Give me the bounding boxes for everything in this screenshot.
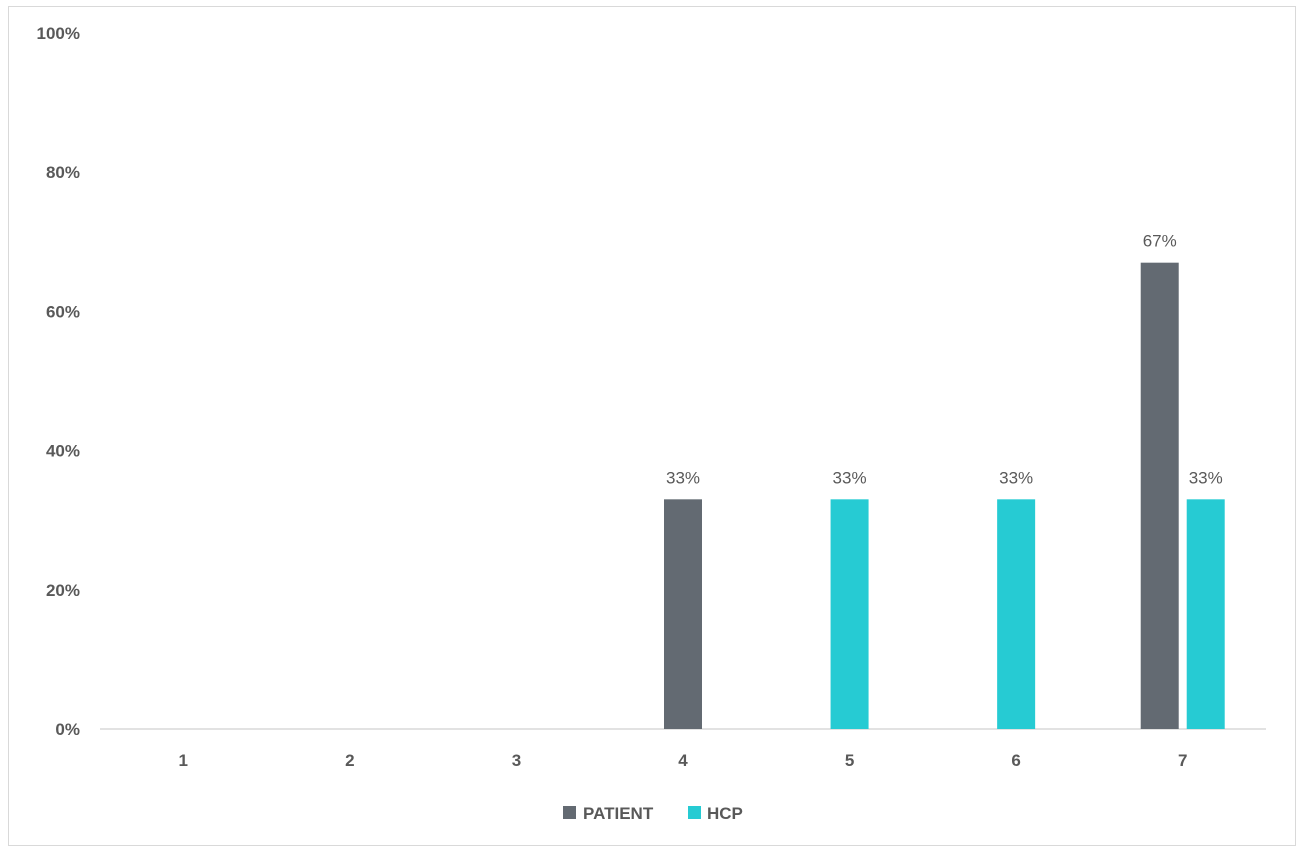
data-label: 33% (999, 468, 1033, 487)
bar-hcp-6 (997, 499, 1036, 729)
legend-label-hcp: HCP (707, 804, 743, 823)
chart-frame (8, 6, 1296, 846)
data-label: 67% (1143, 232, 1177, 251)
y-tick-label: 100% (37, 24, 80, 43)
legend: PATIENT HCP (563, 804, 743, 823)
legend-swatch-patient (563, 806, 576, 819)
x-tick-label: 1 (179, 751, 188, 770)
x-tick-label: 7 (1178, 751, 1187, 770)
bar-patient-7 (1140, 262, 1179, 729)
y-axis: 0% 20% 40% 60% 80% 100% (37, 24, 80, 739)
x-tick-label: 5 (845, 751, 854, 770)
x-axis: 1 2 3 4 5 6 7 (179, 751, 1188, 770)
y-tick-label: 20% (46, 581, 80, 600)
legend-swatch-hcp (688, 806, 701, 819)
bar-hcp-5 (830, 499, 869, 729)
bars (664, 262, 1225, 729)
bar-patient-4 (664, 499, 702, 729)
y-tick-label: 80% (46, 163, 80, 182)
y-tick-label: 60% (46, 302, 80, 321)
data-label: 33% (1189, 468, 1223, 487)
data-label: 33% (666, 468, 700, 487)
bar-hcp-7 (1186, 499, 1225, 729)
y-tick-label: 0% (55, 720, 80, 739)
data-label: 33% (833, 468, 867, 487)
x-tick-label: 4 (678, 751, 688, 770)
legend-label-patient: PATIENT (583, 804, 654, 823)
data-labels: 33% 33% 33% 67% 33% (666, 232, 1223, 488)
y-tick-label: 40% (46, 442, 80, 461)
x-tick-label: 6 (1011, 751, 1020, 770)
x-tick-label: 3 (512, 751, 521, 770)
x-tick-label: 2 (345, 751, 354, 770)
